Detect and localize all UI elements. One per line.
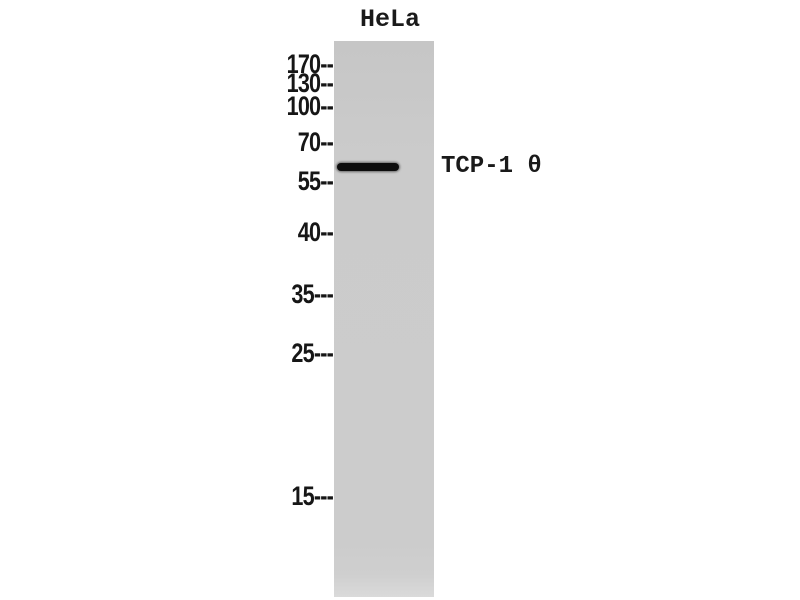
mw-marker-70: 70-- [297,127,334,157]
band-annotation: TCP-1 θ [441,153,542,180]
mw-marker-35: 35--- [291,279,333,309]
mw-marker-15: 15--- [291,481,333,511]
mw-marker-130: 130-- [286,68,334,98]
protein-band [337,163,399,171]
mw-marker-100: 100-- [286,91,334,121]
gel-lane [334,41,434,597]
mw-marker-55: 55-- [297,166,334,196]
mw-marker-25: 25--- [291,338,333,368]
lane-label: HeLa [359,5,420,34]
mw-marker-40: 40-- [297,217,334,247]
mw-marker-170: 170-- [286,49,334,79]
